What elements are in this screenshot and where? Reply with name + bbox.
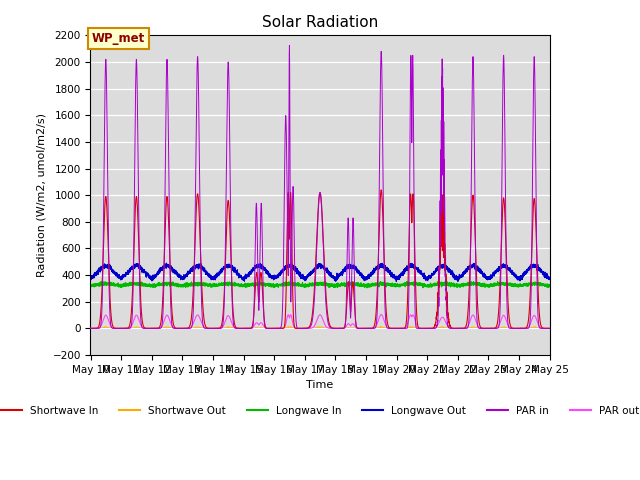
Title: Solar Radiation: Solar Radiation [262, 15, 378, 30]
Legend: Shortwave In, Shortwave Out, Longwave In, Longwave Out, PAR in, PAR out: Shortwave In, Shortwave Out, Longwave In… [0, 402, 640, 420]
Y-axis label: Radiation (W/m2, umol/m2/s): Radiation (W/m2, umol/m2/s) [37, 113, 47, 277]
X-axis label: Time: Time [307, 380, 333, 390]
Text: WP_met: WP_met [92, 32, 145, 45]
